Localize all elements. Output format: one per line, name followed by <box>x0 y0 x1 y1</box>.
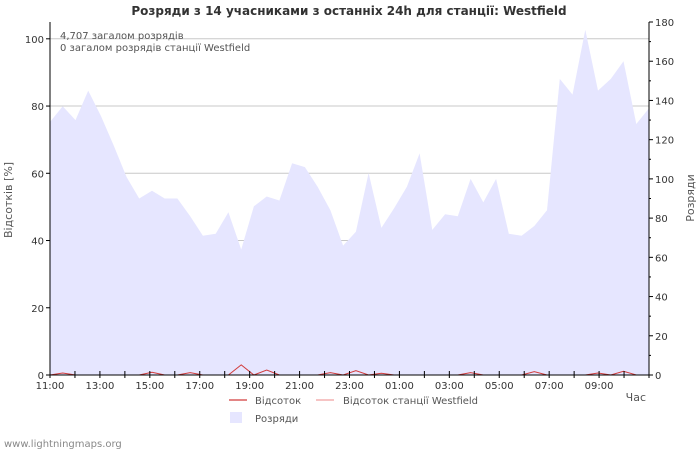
x-axis-tick-label: 09:00 <box>585 381 614 392</box>
left-axis-tick-label: 40 <box>31 237 44 248</box>
x-axis-tick-label: 23:00 <box>335 381 364 392</box>
legend-strikes-swatch <box>230 412 242 423</box>
left-axis-tick-label: 60 <box>31 169 44 180</box>
right-axis-tick-label: 160 <box>655 57 674 68</box>
left-axis-tick-label: 80 <box>31 102 44 113</box>
left-axis-tick-label: 100 <box>25 35 44 46</box>
x-axis-tick-label: 15:00 <box>135 381 164 392</box>
x-axis-tick-label: 11:00 <box>36 381 65 392</box>
right-axis-tick-label: 120 <box>655 136 674 147</box>
left-axis-tick-label: 20 <box>31 304 44 315</box>
annotation-station-strikes: 0 загалом розрядів станції Westfield <box>60 42 250 54</box>
x-axis-tick-label: 05:00 <box>485 381 514 392</box>
x-axis-tick-label: 21:00 <box>285 381 314 392</box>
legend: Відсоток Відсоток станції Westfield Розр… <box>229 395 478 425</box>
footer-site-credit: www.lightningmaps.org <box>4 439 122 450</box>
right-axis-tick-label: 20 <box>655 332 668 343</box>
x-axis-tick-label: 01:00 <box>385 381 414 392</box>
strikes-area-layer <box>50 29 649 376</box>
left-axis-tick-label: 0 <box>38 371 44 382</box>
right-axis-tick-label: 80 <box>655 214 668 225</box>
right-axis-tick-label: 140 <box>655 96 674 107</box>
x-axis-tick-label: 13:00 <box>86 381 115 392</box>
x-axis-tick-label: 07:00 <box>535 381 564 392</box>
right-axis-label: Розряди <box>684 174 697 222</box>
right-axis-tick-label: 100 <box>655 175 674 186</box>
right-axis-tick-label: 0 <box>655 371 661 382</box>
right-axis-tick-label: 40 <box>655 293 668 304</box>
axes: 0 20 40 60 80 100 0 20 40 60 80 100 120 140 160 180 11:0… <box>25 18 674 392</box>
right-axis-tick-label: 60 <box>655 253 668 264</box>
right-axis-tick-label: 180 <box>655 18 674 29</box>
legend-percent-label: Відсоток <box>255 395 301 407</box>
x-axis-tick-label: 17:00 <box>185 381 214 392</box>
x-axis-tick-label: 03:00 <box>435 381 464 392</box>
chart-title: Розряди з 14 учасниками з останніх 24h д… <box>131 4 566 18</box>
x-axis-label: Час <box>626 391 646 404</box>
annotation-total-strikes: 4,707 загалом розрядів <box>60 30 184 42</box>
x-axis-tick-label: 19:00 <box>235 381 264 392</box>
strikes-area <box>50 29 649 376</box>
left-axis-label: Відсотків [%] <box>2 162 15 238</box>
legend-strikes-label: Розряди <box>255 414 298 425</box>
legend-station-percent-label: Відсоток станції Westfield <box>343 395 478 407</box>
